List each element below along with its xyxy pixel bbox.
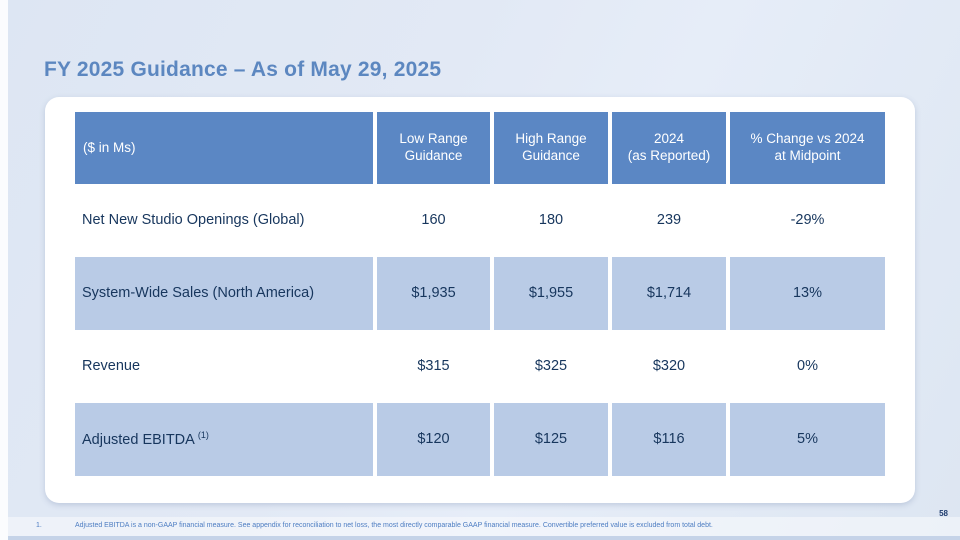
footer-band xyxy=(8,517,960,536)
slide-title: FY 2025 Guidance – As of May 29, 2025 xyxy=(44,58,442,82)
cell-pct-change: 5% xyxy=(730,403,885,476)
row-label-text: Adjusted EBITDA (1) xyxy=(82,430,209,449)
header-high-range: High Range Guidance xyxy=(494,112,608,184)
footnote-text: Adjusted EBITDA is a non-GAAP financial … xyxy=(75,522,713,529)
content-card: ($ in Ms) Low Range Guidance High Range … xyxy=(45,97,915,503)
cell-high-guidance: $325 xyxy=(534,358,568,375)
left-edge-strip xyxy=(0,0,8,540)
header-2024-line1: 2024 xyxy=(653,131,685,147)
footnote-reference: (1) xyxy=(197,430,209,441)
row-label: Revenue xyxy=(75,330,373,403)
row-label-text: System-Wide Sales (North America) xyxy=(82,285,315,302)
row-label: Adjusted EBITDA (1) xyxy=(75,403,373,476)
cell-2024-reported: $116 xyxy=(612,403,726,476)
footnote: 1. Adjusted EBITDA is a non-GAAP financi… xyxy=(36,522,896,530)
guidance-table: ($ in Ms) Low Range Guidance High Range … xyxy=(75,112,885,476)
row-label-text: Revenue xyxy=(82,358,141,375)
cell-high-guidance: 180 xyxy=(538,212,564,229)
cell-2024-reported: 239 xyxy=(656,212,682,229)
cell-high-guidance: $125 xyxy=(494,403,608,476)
table-header-row: ($ in Ms) Low Range Guidance High Range … xyxy=(75,112,885,184)
table-row-adjusted-ebitda: Adjusted EBITDA (1) $120 $125 $116 5% xyxy=(75,403,885,476)
cell-pct-change: 0% xyxy=(797,358,818,375)
cell-high-guidance: $1,955 xyxy=(494,257,608,330)
cell-low-guidance: $315 xyxy=(417,358,450,375)
header-low-range-line1: Low Range xyxy=(399,131,468,147)
header-pct-change: % Change vs 2024 at Midpoint xyxy=(730,112,885,184)
footnote-number: 1. xyxy=(36,522,42,529)
header-pct-change-line2: at Midpoint xyxy=(774,148,841,163)
cell-pct-change: 13% xyxy=(730,257,885,330)
header-low-range-line2: Guidance xyxy=(404,148,463,163)
header-pct-change-line1: % Change vs 2024 xyxy=(750,131,865,147)
row-label: System-Wide Sales (North America) xyxy=(75,257,373,330)
cell-low-guidance: $120 xyxy=(377,403,490,476)
cell-2024-reported: $320 xyxy=(652,358,686,375)
header-low-range: Low Range Guidance xyxy=(377,112,490,184)
table-row-system-wide-sales: System-Wide Sales (North America) $1,935… xyxy=(75,257,885,330)
cell-pct-change: -29% xyxy=(790,212,825,229)
cell-low-guidance: 160 xyxy=(421,212,446,229)
header-high-range-line1: High Range xyxy=(515,131,587,147)
table-row-revenue: Revenue $315 $325 $320 0% xyxy=(75,330,885,403)
row-label-text: Net New Studio Openings (Global) xyxy=(82,212,305,229)
row-label: Net New Studio Openings (Global) xyxy=(75,184,373,257)
header-2024-reported: 2024 (as Reported) xyxy=(612,112,726,184)
bottom-edge-strip xyxy=(8,536,960,540)
page-number: 58 xyxy=(939,509,948,518)
header-high-range-line2: Guidance xyxy=(522,148,580,163)
header-unit-label: ($ in Ms) xyxy=(75,112,373,184)
adjusted-ebitda-label: Adjusted EBITDA xyxy=(82,431,195,448)
header-2024-line2: (as Reported) xyxy=(627,148,711,163)
cell-2024-reported: $1,714 xyxy=(612,257,726,330)
cell-low-guidance: $1,935 xyxy=(377,257,490,330)
table-row-net-new-studio-openings: Net New Studio Openings (Global) 160 180… xyxy=(75,184,885,257)
